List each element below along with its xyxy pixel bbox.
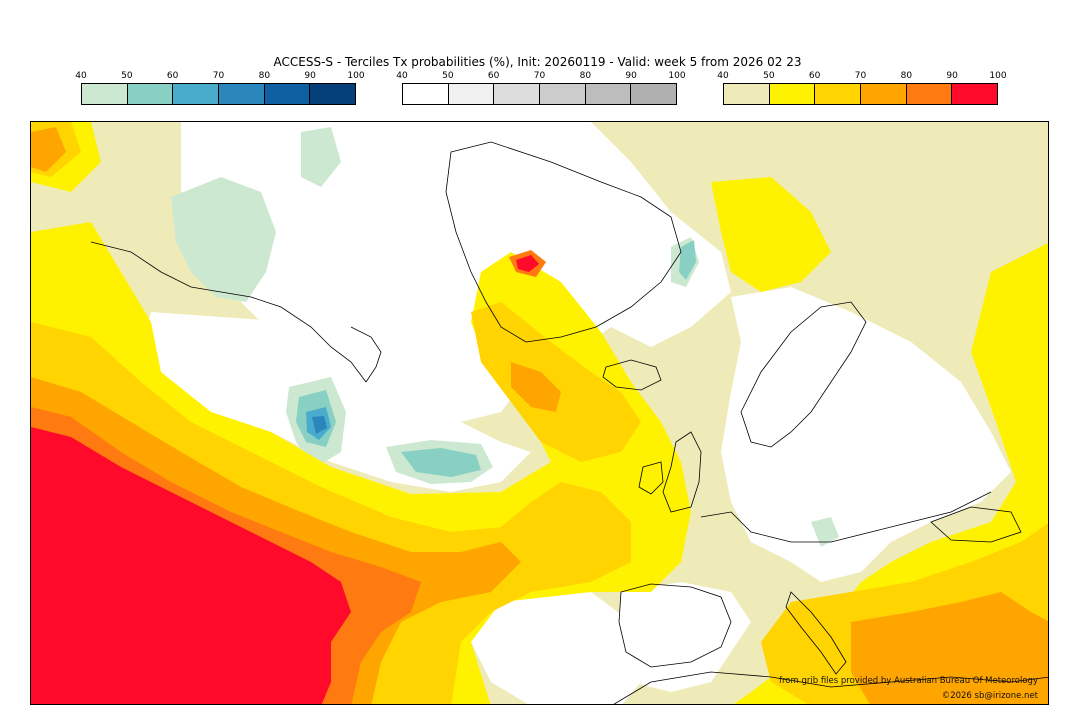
map-title: ACCESS-S - Terciles Tx probabilities (%)… xyxy=(0,55,1075,69)
colorbar-above-normal: 40 50 60 70 80 90 100 xyxy=(723,71,998,105)
colorbar-ticks: 40 50 60 70 80 90 100 xyxy=(402,71,677,83)
tick-label: 60 xyxy=(809,71,820,81)
tick-label: 40 xyxy=(717,71,728,81)
colorbar-ticks: 40 50 60 70 80 90 100 xyxy=(723,71,998,83)
colorbar-swatch xyxy=(815,84,861,104)
colorbar-below-normal: 40 50 60 70 80 90 100 xyxy=(81,71,356,105)
colorbar-swatch xyxy=(219,84,265,104)
tick-label: 90 xyxy=(304,71,315,81)
colorbar-swatches xyxy=(402,83,677,105)
colorbar-swatch xyxy=(265,84,311,104)
colorbar-swatch xyxy=(82,84,128,104)
tick-label: 80 xyxy=(580,71,591,81)
colorbar-swatch xyxy=(540,84,586,104)
tick-label: 90 xyxy=(625,71,636,81)
tick-label: 90 xyxy=(946,71,957,81)
colorbar-swatch xyxy=(494,84,540,104)
colorbar-ticks: 40 50 60 70 80 90 100 xyxy=(81,71,356,83)
colorbar-swatches xyxy=(81,83,356,105)
colorbar-swatch xyxy=(907,84,953,104)
colorbar-swatch xyxy=(586,84,632,104)
colorbar-swatch xyxy=(770,84,816,104)
colorbar-swatches xyxy=(723,83,998,105)
tick-label: 50 xyxy=(442,71,453,81)
probability-map[interactable]: from grib files provided by Australian B… xyxy=(30,121,1049,705)
colorbar-swatch xyxy=(861,84,907,104)
colorbar-swatch xyxy=(310,84,355,104)
tick-label: 100 xyxy=(989,71,1006,81)
copyright-credit: ©2026 sb@irizone.net xyxy=(942,691,1038,701)
tick-label: 80 xyxy=(901,71,912,81)
tick-label: 50 xyxy=(121,71,132,81)
tick-label: 40 xyxy=(396,71,407,81)
colorbar-swatch xyxy=(403,84,449,104)
colorbar-swatch xyxy=(952,84,997,104)
tick-label: 70 xyxy=(855,71,866,81)
tick-label: 70 xyxy=(213,71,224,81)
colorbar-swatch xyxy=(128,84,174,104)
colorbar-swatch xyxy=(724,84,770,104)
map-canvas xyxy=(31,122,1049,705)
colorbar-swatch xyxy=(631,84,676,104)
colorbar-normal: 40 50 60 70 80 90 100 xyxy=(402,71,677,105)
tick-label: 100 xyxy=(347,71,364,81)
tick-label: 40 xyxy=(75,71,86,81)
tick-label: 70 xyxy=(534,71,545,81)
tick-label: 80 xyxy=(259,71,270,81)
tick-label: 60 xyxy=(488,71,499,81)
data-source-credit: from grib files provided by Australian B… xyxy=(779,676,1038,686)
tick-label: 50 xyxy=(763,71,774,81)
tick-label: 60 xyxy=(167,71,178,81)
tick-label: 100 xyxy=(668,71,685,81)
colorbar-swatch xyxy=(173,84,219,104)
colorbar-swatch xyxy=(449,84,495,104)
